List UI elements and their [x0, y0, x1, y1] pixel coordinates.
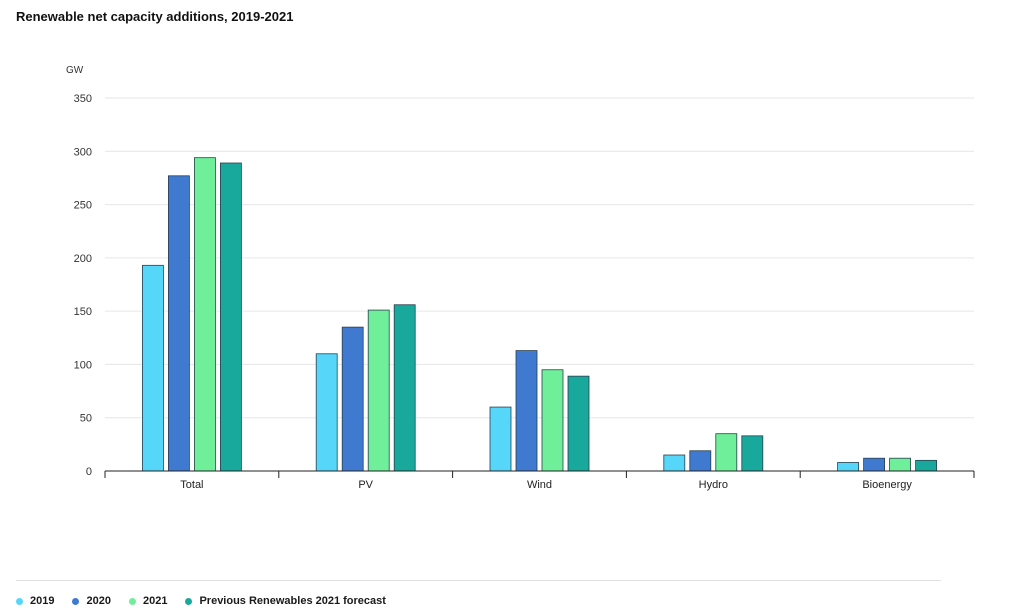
legend-item[interactable]: 2020 — [72, 595, 111, 607]
x-category-label: Total — [180, 479, 203, 491]
bar-wind-2020 — [515, 350, 538, 472]
legend-label: 2019 — [30, 595, 55, 607]
legend-item[interactable]: Previous Renewables 2021 forecast — [185, 595, 386, 607]
legend-item[interactable]: 2021 — [128, 595, 168, 607]
legend-label: Previous Renewables 2021 forecast — [199, 595, 386, 607]
y-tick-label: 100 — [74, 359, 92, 371]
bar-hydro-2020 — [689, 450, 712, 472]
bar-bioenergy-2020 — [863, 457, 885, 472]
legend-label: 2020 — [86, 595, 111, 607]
bar-wind-2019 — [489, 406, 512, 472]
bar-chart: GW 0 50 100 150 200 250 300 350 Total PV Wind Hydro B… — [66, 65, 975, 491]
bar-total-2020 — [167, 175, 190, 472]
bar-wind-previous-renewables-2021-forecast — [567, 375, 590, 472]
y-tick-label: 250 — [74, 200, 92, 212]
bar-hydro-previous-renewables-2021-forecast — [741, 435, 764, 472]
legend-swatch — [185, 597, 193, 605]
y-tick-label: 50 — [80, 413, 92, 425]
legend-item[interactable]: 2019 — [16, 595, 54, 607]
chart-legend: 2019 2020 2021 Previous Renewables 2021 for… — [16, 595, 386, 607]
bar-pv-2020 — [341, 326, 364, 472]
bar-hydro-2019 — [663, 454, 686, 472]
bar-pv-2021 — [367, 309, 390, 472]
bar-bioenergy-2021 — [889, 457, 911, 472]
x-category-label: Hydro — [699, 479, 728, 491]
chart-title: Renewable net capacity additions, 2019-2… — [16, 9, 294, 24]
bar-hydro-2021 — [715, 433, 738, 472]
bar-wind-2021 — [541, 369, 564, 472]
bar-total-2019 — [141, 264, 164, 472]
legend-label: 2021 — [142, 595, 168, 607]
x-category-label: Bioenergy — [862, 479, 912, 491]
y-tick-label: 300 — [74, 146, 92, 158]
legend-swatch — [72, 597, 80, 605]
bar-total-2021 — [193, 157, 216, 472]
bar-total-previous-renewables-2021-forecast — [219, 162, 242, 472]
legend-swatch — [128, 597, 136, 605]
bar-pv-2019 — [315, 353, 338, 472]
legend-swatch — [16, 597, 23, 605]
y-tick-label: 350 — [74, 93, 92, 105]
y-tick-label: 0 — [86, 466, 92, 478]
bar-pv-previous-renewables-2021-forecast — [393, 304, 416, 472]
bar-bioenergy-2019 — [837, 462, 859, 472]
legend-divider — [16, 580, 941, 581]
y-axis-unit-label: GW — [66, 65, 84, 76]
bar-bioenergy-previous-renewables-2021-forecast — [915, 459, 937, 472]
y-tick-label: 150 — [74, 306, 92, 318]
y-tick-label: 200 — [74, 253, 92, 265]
x-category-label: PV — [358, 479, 373, 491]
x-category-label: Wind — [527, 479, 552, 491]
